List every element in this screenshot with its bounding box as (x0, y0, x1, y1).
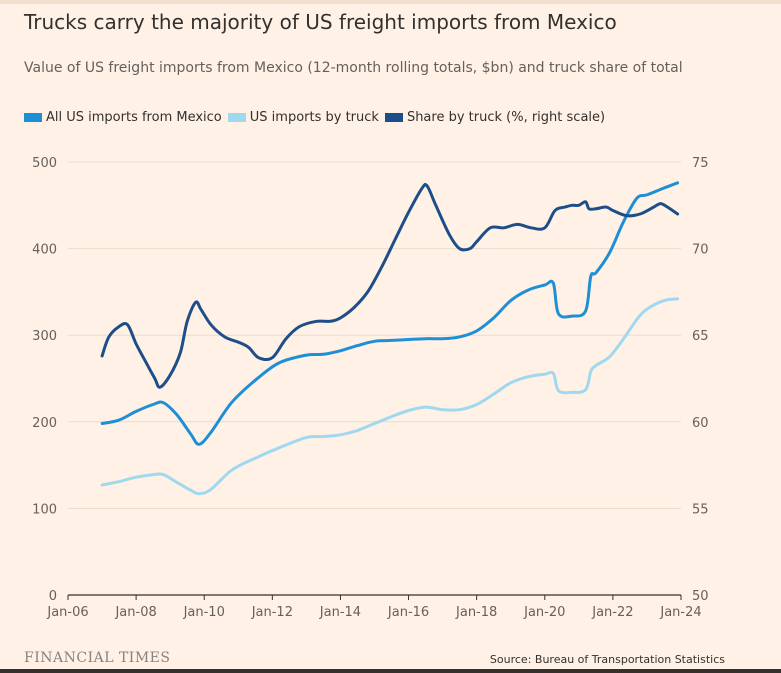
y-tick-label-right: 75 (692, 156, 709, 171)
legend-item-all-imports: All US imports from Mexico (24, 110, 222, 125)
y-tick-label-right: 60 (692, 416, 709, 431)
x-tick-label: Jan-08 (114, 605, 156, 620)
bottom-rule (0, 669, 781, 673)
y-tick-label-left: 0 (49, 589, 57, 604)
x-tick-label: Jan-12 (251, 605, 293, 620)
legend-label-all-imports: All US imports from Mexico (46, 110, 222, 125)
y-tick-label-left: 200 (32, 416, 57, 431)
y-tick-label-right: 50 (692, 589, 709, 604)
x-tick-label: Jan-24 (659, 605, 701, 620)
y-tick-label-left: 400 (32, 243, 57, 258)
chart-legend: All US imports from Mexico US imports by… (24, 110, 611, 125)
source-note: Source: Bureau of Transportation Statist… (489, 653, 725, 666)
ft-logo: FINANCIAL TIMES (24, 650, 171, 666)
x-tick-label: Jan-22 (591, 605, 633, 620)
y-tick-label-left: 500 (32, 156, 57, 171)
y-tick-label-left: 100 (32, 502, 57, 517)
y-tick-label-right: 70 (692, 243, 709, 258)
legend-swatch-truck-share (384, 113, 403, 122)
legend-item-truck-imports: US imports by truck (227, 110, 379, 125)
legend-swatch-all-imports (24, 113, 42, 122)
legend-swatch-truck-imports (227, 113, 246, 122)
x-tick-label: Jan-14 (319, 605, 361, 620)
y-tick-label-right: 55 (692, 502, 709, 517)
legend-item-truck-share: Share by truck (%, right scale) (384, 110, 606, 125)
y-tick-label-left: 300 (32, 329, 57, 344)
legend-label-truck-imports: US imports by truck (249, 110, 379, 125)
series-line-truck-imports (100, 297, 680, 496)
chart-subtitle: Value of US freight imports from Mexico … (24, 60, 683, 76)
chart-title: Trucks carry the majority of US freight … (24, 10, 617, 34)
x-tick-label: Jan-06 (46, 605, 88, 620)
x-tick-label: Jan-20 (523, 605, 565, 620)
x-tick-label: Jan-16 (387, 605, 429, 620)
legend-label-truck-share: Share by truck (%, right scale) (406, 110, 606, 125)
x-tick-label: Jan-10 (183, 605, 225, 620)
x-tick-label: Jan-18 (455, 605, 497, 620)
series-line-all-imports (100, 181, 680, 446)
series-line-truck-share (100, 182, 680, 389)
y-tick-label-right: 65 (692, 329, 709, 344)
